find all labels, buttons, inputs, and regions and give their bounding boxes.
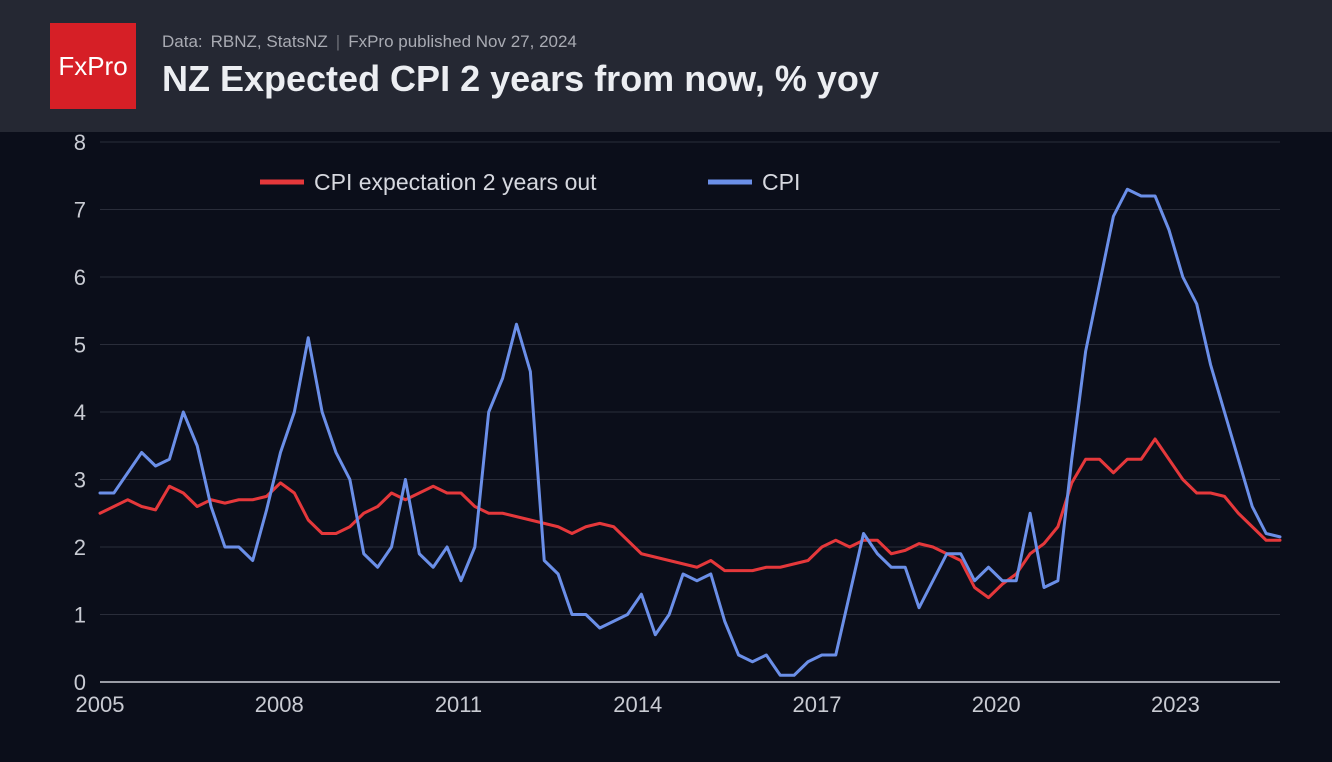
chart-title: NZ Expected CPI 2 years from now, % yoy [162,58,879,100]
svg-text:2014: 2014 [613,692,662,717]
chart-container: 0123456782005200820112014201720202023CPI… [0,132,1332,762]
svg-text:2008: 2008 [255,692,304,717]
fxpro-logo: FxPro [50,23,136,109]
svg-text:8: 8 [74,132,86,155]
svg-text:4: 4 [74,400,86,425]
svg-text:2005: 2005 [76,692,125,717]
svg-text:2017: 2017 [792,692,841,717]
svg-text:2023: 2023 [1151,692,1200,717]
published-text: FxPro published Nov 27, 2024 [348,32,577,52]
svg-text:7: 7 [74,198,86,223]
svg-text:2: 2 [74,535,86,560]
separator: | [336,32,340,52]
svg-text:2011: 2011 [435,692,482,717]
header-text-block: Data: RBNZ, StatsNZ | FxPro published No… [162,32,879,100]
svg-text:CPI expectation 2 years out: CPI expectation 2 years out [314,169,597,195]
svg-text:1: 1 [74,603,86,628]
line-chart: 0123456782005200820112014201720202023CPI… [0,132,1332,762]
svg-text:6: 6 [74,265,86,290]
source-text: RBNZ, StatsNZ [211,32,328,52]
svg-text:CPI: CPI [762,169,800,195]
source-prefix: Data: [162,32,203,52]
svg-text:5: 5 [74,333,86,358]
svg-text:3: 3 [74,468,86,493]
logo-text: FxPro [58,51,127,82]
source-line: Data: RBNZ, StatsNZ | FxPro published No… [162,32,879,52]
svg-text:2020: 2020 [972,692,1021,717]
chart-header: FxPro Data: RBNZ, StatsNZ | FxPro publis… [0,0,1332,132]
